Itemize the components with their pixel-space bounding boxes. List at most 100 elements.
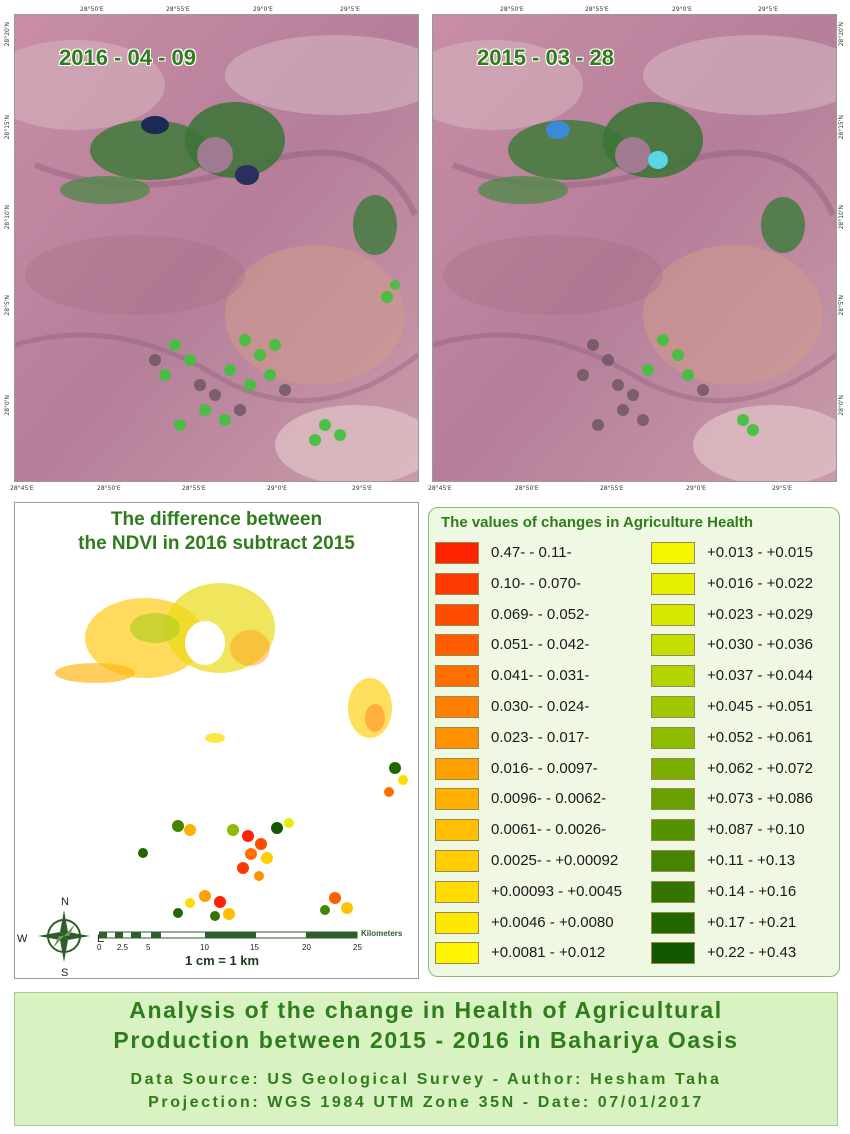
map-title-line2: Production between 2015 - 2016 in Bahari… <box>113 1027 739 1053</box>
legend-swatch <box>651 819 695 842</box>
map-date-label: 2016 - 04 - 09 <box>59 45 196 70</box>
scale-tick-label: 5 <box>146 943 151 952</box>
coord-label: 28°50'E <box>515 485 539 492</box>
legend-label: +0.045 - +0.051 <box>707 698 813 715</box>
scale-tick-label: 20 <box>302 943 311 952</box>
scale-bar <box>99 931 358 939</box>
legend-label: +0.052 - +0.061 <box>707 728 813 746</box>
difference-title-line1: The difference between <box>110 509 323 530</box>
legend-swatch <box>651 726 695 749</box>
scale-tick-label: 0 <box>97 943 102 952</box>
coord-label: 28°20'N <box>838 22 845 47</box>
satellite-image-2015 <box>433 15 836 481</box>
coord-label: 28°55'E <box>585 6 609 13</box>
map-title-line1: Analysis of the change in Health of Agri… <box>129 997 723 1023</box>
satellite-image-2016 <box>15 15 418 481</box>
legend-swatch <box>651 942 695 965</box>
legend-label: +0.14 - +0.16 <box>707 882 797 900</box>
scale-tick-label: 25 <box>353 943 362 952</box>
coord-label: 28°10'N <box>4 205 11 230</box>
scale-ratio-label: 1 cm = 1 km <box>185 953 260 968</box>
coord-label: 29°5'E <box>352 485 372 492</box>
coord-label: 28°15'N <box>838 115 845 140</box>
coord-label: 29°0'E <box>253 6 273 13</box>
legend-swatch <box>435 696 479 718</box>
legend-swatch <box>651 696 695 718</box>
coord-label: 28°20'N <box>4 22 11 47</box>
coord-label: 28°45'E <box>428 485 452 492</box>
legend-swatch <box>651 603 695 626</box>
legend-swatch <box>651 665 695 688</box>
north-arrow-compass-icon <box>38 910 90 962</box>
legend-label: +0.037 - +0.044 <box>707 667 813 685</box>
legend-swatch <box>435 880 479 903</box>
coord-label: 28°0'N <box>838 395 845 416</box>
coord-label: 29°0'E <box>672 6 692 13</box>
legend-swatch <box>435 757 479 780</box>
legend-swatch <box>651 880 695 903</box>
legend-label: +0.023 - +0.029 <box>707 605 813 623</box>
compass-east-label: E <box>97 933 105 945</box>
legend-swatch <box>435 726 479 749</box>
difference-map <box>55 583 408 921</box>
legend-label: +0.0081 - +0.012 <box>491 944 606 962</box>
legend-swatch <box>435 634 479 657</box>
legend-label: 0.069- - 0.052- <box>491 605 590 623</box>
legend-swatch <box>435 665 479 688</box>
legend-swatch <box>435 942 479 965</box>
legend-label: 0.47- - 0.11- <box>491 544 572 561</box>
coord-label: 29°5'E <box>772 485 792 492</box>
legend-swatch <box>435 572 479 595</box>
legend-title: The values of changes in Agriculture Hea… <box>441 514 754 531</box>
map-2016: 2016 - 04 - 09 <box>14 14 419 482</box>
legend-label: +0.22 - +0.43 <box>707 944 797 962</box>
legend-panel: The values of changes in Agriculture Hea… <box>428 507 840 977</box>
coord-label: 28°45'E <box>10 485 34 492</box>
coord-label: 28°50'E <box>80 6 104 13</box>
legend-label: 0.051- - 0.042- <box>491 636 590 654</box>
legend-label: 0.10- - 0.070- <box>491 574 582 592</box>
legend-label: +0.062 - +0.072 <box>707 759 813 777</box>
legend-label: 0.030- - 0.024- <box>491 698 590 715</box>
coord-label: 28°10'N <box>838 205 845 230</box>
compass-west-label: W <box>17 933 28 945</box>
coord-label: 28°5'N <box>4 295 11 316</box>
legend-swatch <box>435 603 479 626</box>
legend-swatch <box>651 634 695 657</box>
legend-swatch <box>651 757 695 780</box>
map-title-box: Analysis of the change in Health of Agri… <box>14 992 838 1126</box>
legend-swatch <box>435 542 479 564</box>
coord-label: 28°55'E <box>166 6 190 13</box>
legend-label: +0.016 - +0.022 <box>707 574 813 592</box>
coord-label: 28°55'E <box>182 485 206 492</box>
coord-label: 28°50'E <box>97 485 121 492</box>
legend-label: +0.0046 - +0.0080 <box>491 913 614 931</box>
legend-swatch <box>651 850 695 872</box>
scale-tick-label: 2.5 <box>117 943 129 952</box>
legend-swatch <box>651 572 695 595</box>
coord-label: 28°50'E <box>500 6 524 13</box>
legend-label: +0.17 - +0.21 <box>707 913 797 931</box>
compass-north-label: N <box>61 896 69 908</box>
compass-south-label: S <box>61 967 69 979</box>
difference-title-line2: the NDVI in 2016 subtract 2015 <box>78 533 355 554</box>
projection-line: Projection: WGS 1984 UTM Zone 35N - Date… <box>148 1094 704 1111</box>
coord-label: 28°0'N <box>4 395 11 416</box>
scale-tick-label: 10 <box>200 943 209 952</box>
coord-label: 29°0'E <box>686 485 706 492</box>
coord-label: 28°5'N <box>838 295 845 316</box>
legend-label: +0.073 - +0.086 <box>707 790 813 808</box>
map-date-label: 2015 - 03 - 28 <box>477 45 614 70</box>
legend-swatch <box>435 850 479 872</box>
scale-tick-label: 15 <box>250 943 259 952</box>
legend-swatch <box>651 911 695 934</box>
legend-swatch <box>435 911 479 934</box>
coord-label: 28°15'N <box>4 115 11 140</box>
legend-swatch <box>651 788 695 811</box>
legend-label: 0.0025- - +0.00092 <box>491 852 619 869</box>
difference-map-panel: The difference between the NDVI in 2016 … <box>14 502 419 979</box>
legend-label: +0.087 - +0.10 <box>707 821 805 839</box>
legend-label: 0.041- - 0.031- <box>491 667 590 685</box>
coord-label: 29°5'E <box>758 6 778 13</box>
legend-swatch <box>435 788 479 811</box>
